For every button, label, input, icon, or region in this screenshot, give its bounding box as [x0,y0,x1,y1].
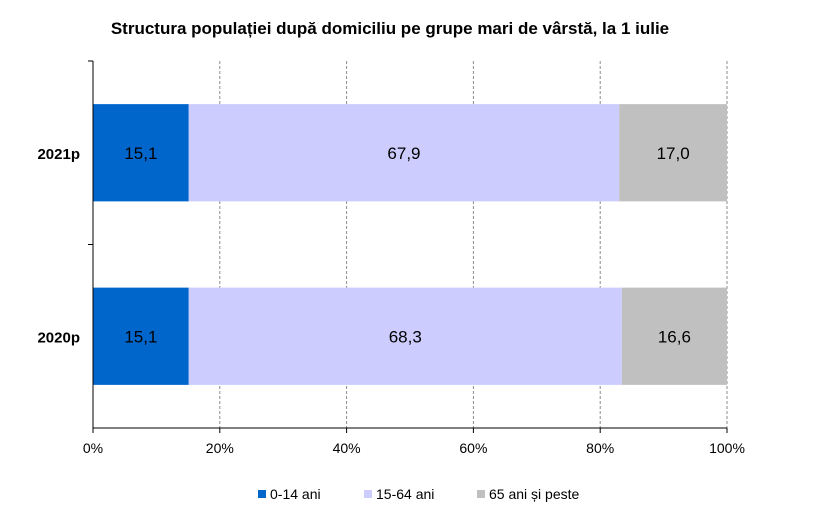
bar-segment [188,287,622,385]
legend-label: 65 ani și peste [489,486,580,502]
x-tick-label: 100% [709,440,745,456]
bar-segment [619,104,727,202]
y-category-label: 2021p [37,146,80,163]
bar-segment [188,104,620,202]
data-label: 68,3 [389,327,422,346]
legend-label: 15-64 ani [376,486,435,502]
data-label: 17,0 [657,144,690,163]
legend-swatch [477,490,485,498]
x-tick-label: 60% [459,440,487,456]
x-tick-label: 40% [333,440,361,456]
legend-item: 65 ani și peste [477,486,579,502]
chart-legend: 0-14 ani 15-64 ani 65 ani și peste [0,486,827,506]
y-category-label: 2020p [37,329,80,346]
x-tick-label: 0% [83,440,103,456]
bar-segment [621,287,727,385]
data-label: 15,1 [124,327,157,346]
legend-swatch [258,490,266,498]
legend-label: 0-14 ani [270,486,321,502]
bar-segment [93,287,189,385]
x-tick-label: 80% [586,440,614,456]
chart-title: Structura populației după domiciliu pe g… [110,19,670,38]
legend-item: 15-64 ani [364,486,434,502]
legend-swatch [364,490,372,498]
data-label: 15,1 [124,144,157,163]
bar-segment [93,104,189,202]
data-label: 67,9 [387,144,420,163]
x-tick-label: 20% [206,440,234,456]
legend-item: 0-14 ani [258,486,321,502]
data-label: 16,6 [658,327,691,346]
